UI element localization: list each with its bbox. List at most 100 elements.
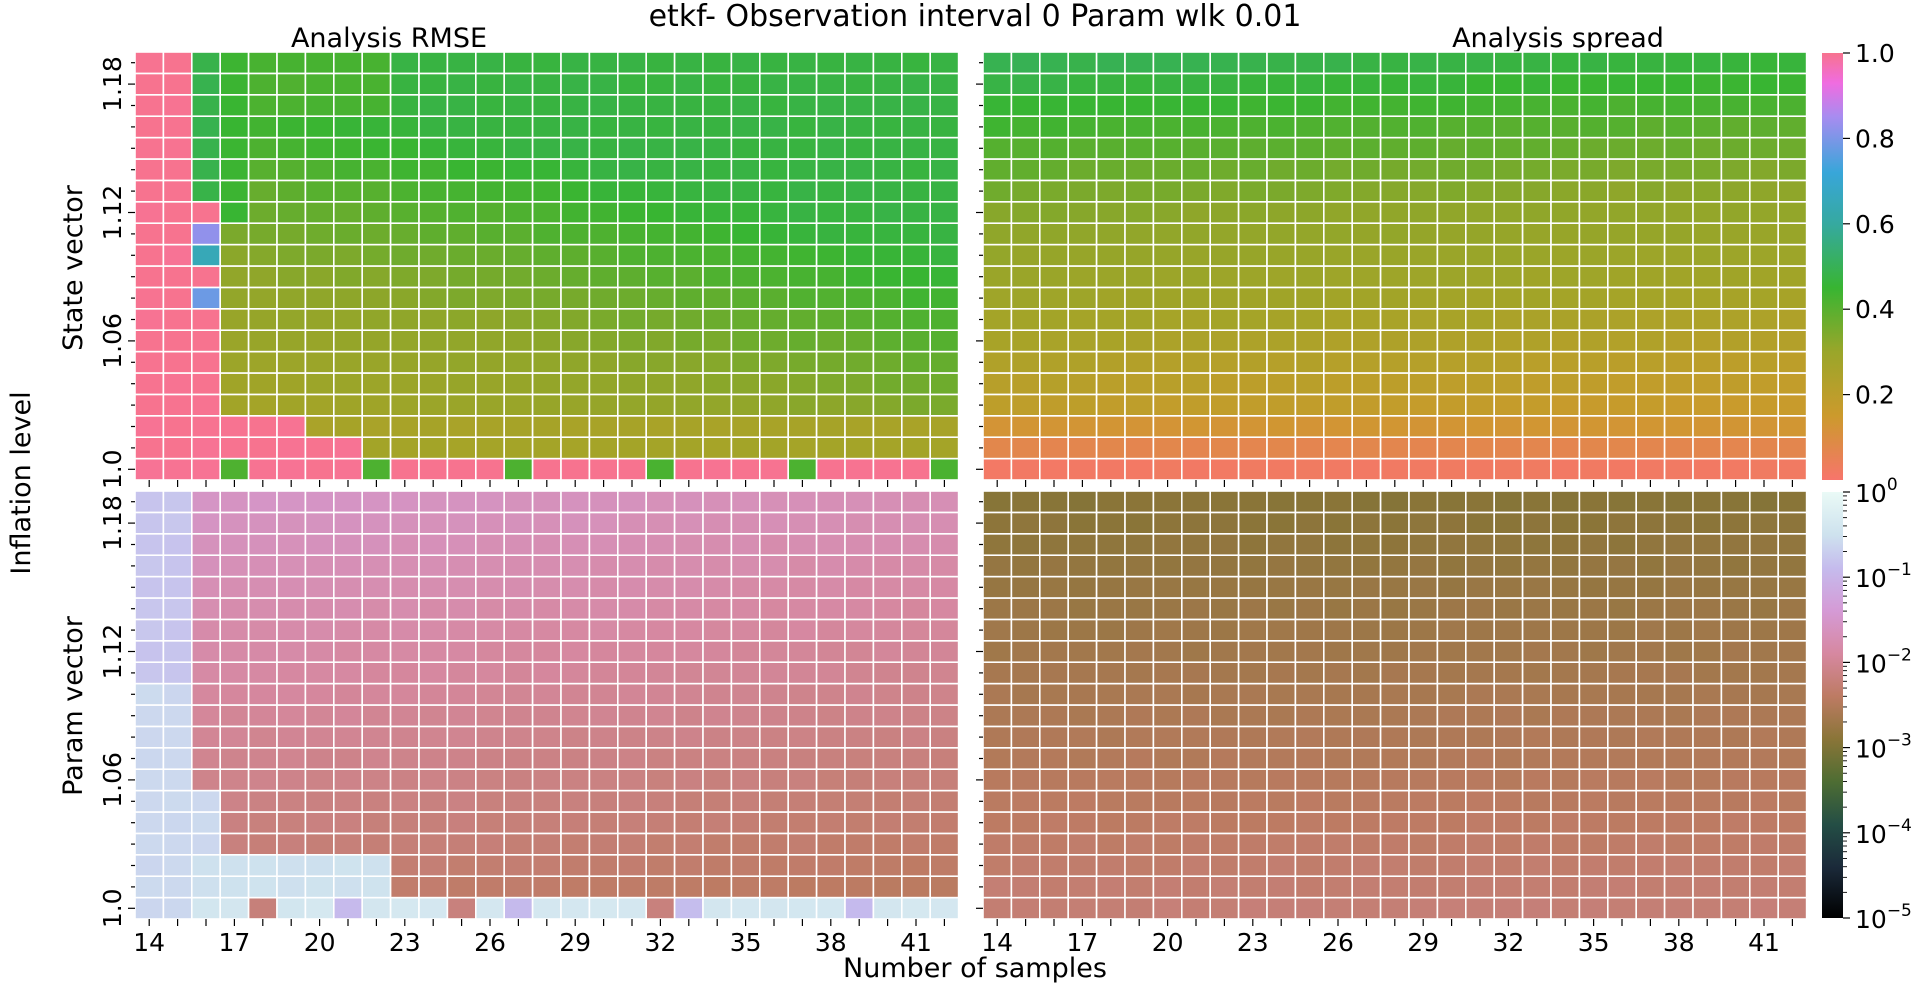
heatmap-cell <box>1777 158 1808 182</box>
heatmap-cell <box>503 51 534 75</box>
heatmap-cell <box>1777 896 1808 920</box>
heatmap-cell <box>929 414 960 438</box>
heatmap-cell <box>900 853 931 877</box>
heatmap-cell <box>446 222 477 246</box>
heatmap-cell <box>900 597 931 621</box>
heatmap-cell <box>503 179 534 203</box>
heatmap-cell <box>1493 158 1524 182</box>
heatmap-cell <box>474 72 505 96</box>
heatmap-cell <box>1039 201 1070 225</box>
colorbar-linear: 0.20.40.60.81.0 <box>1822 39 1895 480</box>
heatmap-cell <box>389 511 420 535</box>
heatmap-cell <box>219 661 250 685</box>
heatmap-cell <box>1294 414 1325 438</box>
heatmap-cell <box>1692 725 1723 749</box>
heatmap-cell <box>645 597 676 621</box>
heatmap-cell <box>588 94 619 118</box>
param-rmse-xtick-label: 17 <box>218 928 250 957</box>
heatmap-cell <box>1720 201 1751 225</box>
heatmap-cell <box>787 704 818 728</box>
heatmap-cell <box>1550 746 1581 770</box>
heatmap-cell <box>1607 597 1638 621</box>
heatmap-param-rmse <box>134 490 960 920</box>
heatmap-cell <box>929 875 960 899</box>
heatmap-cell <box>1635 72 1666 96</box>
heatmap-cell <box>361 414 392 438</box>
heatmap-cell <box>531 393 562 417</box>
heatmap-cell <box>1436 832 1467 856</box>
heatmap-cell <box>418 158 449 182</box>
heatmap-cell <box>474 436 505 460</box>
heatmap-cell <box>1095 329 1126 353</box>
heatmap-cell <box>560 307 591 331</box>
heatmap-cell <box>1181 832 1212 856</box>
heatmap-cell <box>418 532 449 556</box>
heatmap-cell <box>1607 329 1638 353</box>
heatmap-cell <box>276 532 307 556</box>
heatmap-cell <box>1578 554 1609 578</box>
heatmap-cell <box>219 436 250 460</box>
heatmap-cell <box>1635 639 1666 663</box>
row-label-param: Param vector <box>58 615 89 796</box>
heatmap-cell <box>1010 789 1041 813</box>
heatmap-cell <box>1550 158 1581 182</box>
heatmap-cell <box>1493 575 1524 599</box>
heatmap-cell <box>1294 490 1325 514</box>
heatmap-cell <box>1152 661 1183 685</box>
heatmap-cell <box>1436 639 1467 663</box>
heatmap-cell <box>645 393 676 417</box>
heatmap-cell <box>645 243 676 267</box>
heatmap-cell <box>531 832 562 856</box>
heatmap-cell <box>929 158 960 182</box>
heatmap-cell <box>1095 789 1126 813</box>
heatmap-cell <box>1521 725 1552 749</box>
heatmap-cell <box>1010 682 1041 706</box>
heatmap-cell <box>389 597 420 621</box>
heatmap-cell <box>673 532 704 556</box>
heatmap-cell <box>1039 597 1070 621</box>
heatmap-cell <box>1578 372 1609 396</box>
heatmap-cell <box>162 243 193 267</box>
heatmap-cell <box>1436 158 1467 182</box>
heatmap-cell <box>191 597 222 621</box>
heatmap-cell <box>531 490 562 514</box>
heatmap-cell <box>1635 682 1666 706</box>
heatmap-cell <box>1663 661 1694 685</box>
heatmap-cell <box>1777 682 1808 706</box>
heatmap-cell <box>304 222 335 246</box>
heatmap-cell <box>844 789 875 813</box>
heatmap-cell <box>1209 639 1240 663</box>
heatmap-cell <box>1067 661 1098 685</box>
heatmap-cell <box>1777 661 1808 685</box>
heatmap-cell <box>1607 136 1638 160</box>
heatmap-cell <box>474 94 505 118</box>
heatmap-cell <box>1379 222 1410 246</box>
heatmap-cell <box>560 725 591 749</box>
heatmap-cell <box>1124 639 1155 663</box>
heatmap-cell <box>247 115 278 139</box>
heatmap-cell <box>1720 136 1751 160</box>
heatmap-cell <box>758 618 789 642</box>
heatmap-cell <box>134 72 165 96</box>
heatmap-cell <box>616 725 647 749</box>
heatmap-cell <box>191 853 222 877</box>
heatmap-cell <box>1720 896 1751 920</box>
heatmap-cell <box>1067 115 1098 139</box>
heatmap-cell <box>673 725 704 749</box>
heatmap-cell <box>1578 265 1609 289</box>
heatmap-cell <box>1408 575 1439 599</box>
heatmap-cell <box>929 115 960 139</box>
heatmap-cell <box>616 393 647 417</box>
heatmap-cell <box>1010 286 1041 310</box>
heatmap-cell <box>560 661 591 685</box>
heatmap-cell <box>1152 511 1183 535</box>
heatmap-cell <box>1777 554 1808 578</box>
heatmap-cell <box>730 350 761 374</box>
heatmap-cell <box>982 618 1013 642</box>
heatmap-cell <box>982 597 1013 621</box>
heatmap-cell <box>418 746 449 770</box>
heatmap-cell <box>1379 265 1410 289</box>
heatmap-cell <box>1465 350 1496 374</box>
heatmap-cell <box>1578 789 1609 813</box>
